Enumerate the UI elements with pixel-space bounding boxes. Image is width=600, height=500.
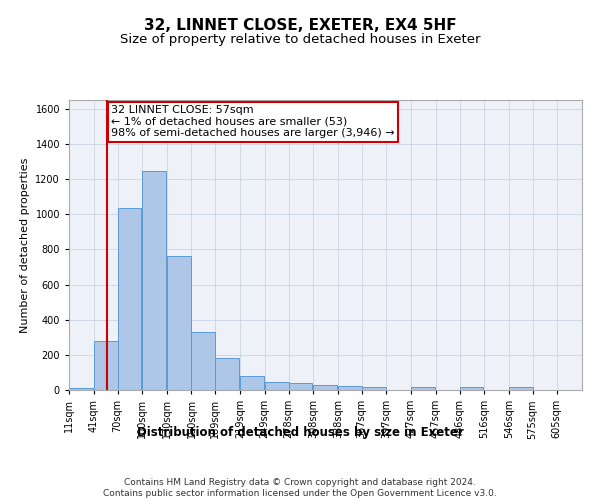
Bar [313,384,337,390]
Text: Size of property relative to detached houses in Exeter: Size of property relative to detached ho… [120,32,480,46]
Bar [142,170,166,390]
Text: Contains HM Land Registry data © Crown copyright and database right 2024.
Contai: Contains HM Land Registry data © Crown c… [103,478,497,498]
Bar [69,388,93,390]
Bar [240,376,264,390]
Text: Distribution of detached houses by size in Exeter: Distribution of detached houses by size … [137,426,463,439]
Bar [509,388,533,390]
Bar [94,341,118,390]
Bar [265,382,289,390]
Bar [191,332,215,390]
Bar [362,388,386,390]
Text: 32 LINNET CLOSE: 57sqm
← 1% of detached houses are smaller (53)
98% of semi-deta: 32 LINNET CLOSE: 57sqm ← 1% of detached … [111,106,395,138]
Bar [118,208,142,390]
Bar [215,358,239,390]
Bar [167,256,191,390]
Text: 32, LINNET CLOSE, EXETER, EX4 5HF: 32, LINNET CLOSE, EXETER, EX4 5HF [143,18,457,32]
Bar [289,383,313,390]
Bar [338,386,362,390]
Bar [411,388,435,390]
Y-axis label: Number of detached properties: Number of detached properties [20,158,30,332]
Bar [460,388,484,390]
